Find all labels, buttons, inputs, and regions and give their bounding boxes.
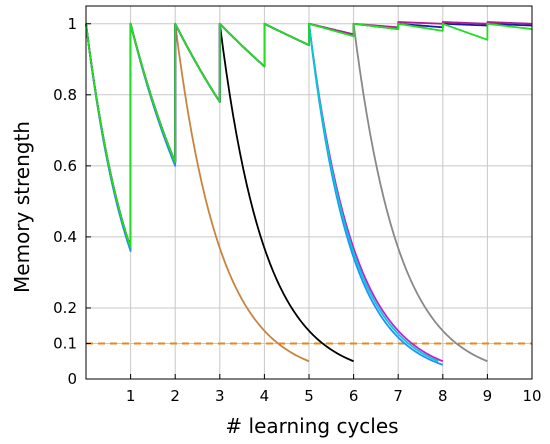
y-tick-label: 0 — [67, 370, 77, 388]
y-tick-label: 0.1 — [53, 334, 77, 352]
x-tick-labels: 1 2 3 4 5 6 7 8 9 10 — [126, 374, 542, 405]
x-tick-label: 4 — [260, 387, 270, 405]
x-tick-label: 9 — [483, 387, 493, 405]
x-tick-label: 8 — [438, 387, 448, 405]
y-tick-label: 0.2 — [53, 299, 77, 317]
x-tick-label: 10 — [522, 387, 541, 405]
y-axis-label: Memory strength — [10, 121, 34, 293]
series-line-9 — [85, 22, 533, 249]
y-tick-label: 1 — [67, 15, 77, 33]
y-tick-label: 0.8 — [53, 86, 77, 104]
x-axis-label: # learning cycles — [225, 414, 398, 438]
series-group — [85, 21, 533, 366]
x-tick-label: 5 — [304, 387, 314, 405]
x-tick-label: 2 — [170, 387, 180, 405]
x-tick-label: 1 — [126, 387, 136, 405]
y-tick-label: 0.4 — [53, 228, 77, 246]
x-tick-label: 3 — [215, 387, 225, 405]
y-tick-labels: 0 0.1 0.2 0.4 0.6 0.8 1 — [53, 15, 91, 388]
x-tick-label: 6 — [349, 387, 359, 405]
x-tick-label: 7 — [393, 387, 403, 405]
y-tick-label: 0.6 — [53, 157, 77, 175]
